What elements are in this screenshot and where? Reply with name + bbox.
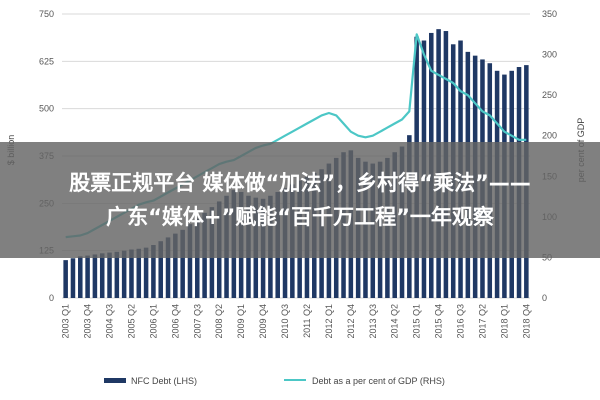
x-tick-label: 2012 Q4 (346, 304, 356, 339)
bar (151, 244, 156, 298)
bar (107, 252, 112, 298)
x-tick-label: 2015 Q1 (412, 304, 422, 339)
x-tick-label: 2016 Q3 (456, 304, 466, 339)
right-tick-label: 0 (542, 293, 547, 303)
x-tick-label: 2017 Q2 (477, 304, 487, 339)
x-tick-label: 2006 Q1 (148, 304, 158, 339)
right-tick-label: 350 (542, 9, 557, 19)
bar (195, 218, 200, 298)
bar (173, 233, 178, 298)
x-tick-label: 2018 Q1 (499, 304, 509, 339)
legend-label-line: Debt as a per cent of GDP (RHS) (312, 376, 445, 386)
bar (114, 251, 120, 298)
headline-line-2: 广东“媒体+”赋能“百千万工程”一年观察 (106, 205, 494, 229)
x-tick-label: 2006 Q4 (170, 304, 180, 339)
x-tick-label: 2004 Q3 (105, 304, 115, 339)
right-tick-label: 300 (542, 50, 557, 60)
left-tick-label: 625 (39, 56, 54, 66)
x-tick-label: 2014 Q2 (390, 304, 400, 339)
x-tick-label: 2003 Q4 (83, 304, 93, 339)
left-tick-label: 0 (49, 293, 54, 303)
bar (92, 254, 98, 298)
bar (63, 260, 68, 298)
x-tick-label: 2009 Q4 (258, 304, 268, 339)
bar (121, 250, 127, 298)
bar (158, 241, 163, 298)
x-tick-label: 2003 Q1 (61, 304, 71, 339)
bar (180, 229, 185, 298)
x-tick-label: 2005 Q2 (126, 304, 136, 339)
bar (143, 247, 149, 298)
legend: NFC Debt (LHS) Debt as a per cent of GDP… (104, 376, 445, 386)
bar (99, 253, 105, 298)
bar (136, 248, 142, 298)
bar (165, 237, 171, 298)
x-tick-label: 2010 Q3 (280, 304, 290, 339)
legend-swatch-bar (104, 378, 126, 383)
right-tick-label: 200 (542, 131, 557, 141)
left-tick-label: 500 (39, 104, 54, 114)
left-tick-label: 750 (39, 9, 54, 19)
x-tick-label: 2018 Q4 (521, 304, 531, 339)
x-tick-label: 2009 Q1 (236, 304, 246, 339)
x-tick-label: 2007 Q3 (192, 304, 202, 339)
x-axis: 2003 Q1 2003 Q4 2004 Q3 2005 Q2 2006 Q1 2006 … (61, 304, 532, 339)
x-tick-label: 2012 Q1 (324, 304, 334, 339)
bar (78, 256, 83, 298)
x-tick-label: 2008 Q2 (214, 304, 224, 339)
bar (85, 255, 90, 298)
right-tick-label: 250 (542, 90, 557, 100)
x-tick-label: 2011 Q2 (302, 304, 312, 338)
x-tick-label: 2013 Q3 (368, 304, 378, 339)
bar (187, 224, 193, 298)
bar (70, 258, 76, 298)
headline-banner: 股票正规平台 媒体做“加法”，乡村得“乘法”—— 广东“媒体+”赋能“百千万工程… (0, 142, 600, 258)
legend-label-bar: NFC Debt (LHS) (131, 376, 197, 386)
headline-line-1: 股票正规平台 媒体做“加法”，乡村得“乘法”—— (69, 171, 531, 195)
bar (129, 249, 134, 298)
x-tick-label: 2015 Q4 (434, 304, 444, 339)
